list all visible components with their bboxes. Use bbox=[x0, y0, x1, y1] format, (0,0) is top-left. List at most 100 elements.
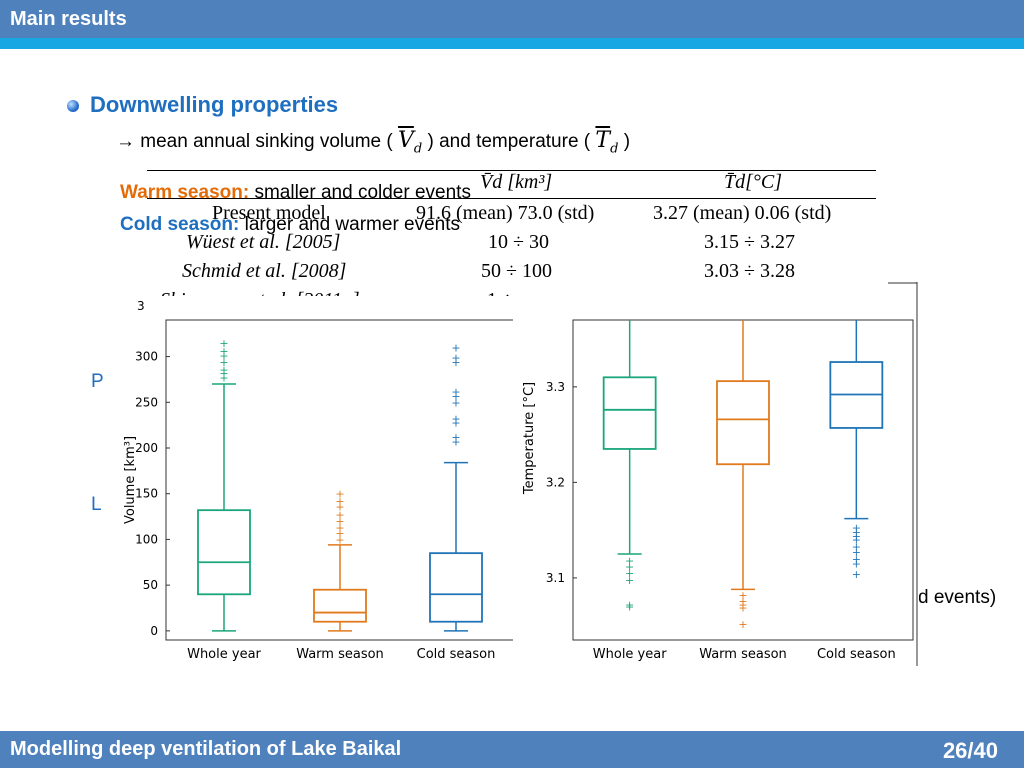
outlier-point: + bbox=[335, 488, 344, 501]
outlier-point: + bbox=[852, 546, 861, 559]
subline-text-3: ) bbox=[623, 131, 631, 152]
outlier-point: + bbox=[451, 390, 460, 403]
outlier-point: + bbox=[451, 413, 460, 426]
table-row-volume: 50 ÷ 100 bbox=[481, 260, 552, 282]
outlier-point: + bbox=[335, 509, 344, 522]
cold-season-desc: larger and warmer events bbox=[244, 214, 461, 235]
warm-season-label: Warm season: bbox=[120, 182, 250, 203]
y-tick-label-partial: 3 bbox=[137, 299, 145, 313]
subheading-line: → mean annual sinking volume ( Vd ) and … bbox=[116, 128, 630, 156]
outlier-point: + bbox=[852, 553, 861, 566]
outlier-point: + bbox=[625, 599, 634, 612]
table-row-temperature: 3.15 ÷ 3.27 bbox=[704, 231, 795, 253]
subline-text-2: ) and temperature ( bbox=[427, 131, 591, 152]
cold-season-text: Cold season: larger and warmer events bbox=[120, 214, 460, 236]
outlier-point: + bbox=[852, 540, 861, 553]
cold-season-label: Cold season: bbox=[120, 214, 240, 235]
box bbox=[602, 376, 657, 450]
box bbox=[313, 588, 367, 623]
x-tick-label: Whole year bbox=[187, 647, 261, 662]
bullet-icon bbox=[67, 100, 79, 112]
outlier-point: + bbox=[219, 337, 228, 350]
x-tick-label: Cold season bbox=[417, 647, 496, 662]
outlier-point: + bbox=[219, 345, 228, 358]
footer-title: Modelling deep ventilation of Lake Baika… bbox=[10, 738, 402, 760]
hidden-bullet-letter: P bbox=[91, 371, 104, 392]
x-tick-label: Warm season bbox=[699, 647, 787, 662]
outlier-point: + bbox=[625, 574, 634, 587]
table-row-volume: 91.6 (mean) 73.0 (std) bbox=[416, 202, 595, 224]
outlier-point: + bbox=[335, 533, 344, 546]
y-tick-label: 200 bbox=[135, 441, 158, 455]
table-row-model: Wüest et al. [2005] bbox=[186, 231, 341, 253]
outlier-point: + bbox=[451, 341, 460, 354]
title-bar bbox=[0, 0, 1024, 38]
warm-season-desc: smaller and colder events bbox=[254, 182, 471, 203]
outlier-point: + bbox=[451, 431, 460, 444]
y-tick-label: 3.2 bbox=[546, 475, 565, 489]
arrow-icon: → bbox=[116, 131, 135, 152]
title-accent-stripe bbox=[0, 38, 1024, 49]
outlier-point: + bbox=[852, 530, 861, 543]
outlier-point: + bbox=[852, 568, 861, 581]
y-tick-label: 50 bbox=[143, 578, 158, 592]
outlier-point: + bbox=[852, 521, 861, 534]
slide-title: Main results bbox=[10, 8, 127, 30]
td-symbol: Td bbox=[595, 128, 619, 157]
outlier-point: + bbox=[219, 363, 228, 376]
subline-text-1: mean annual sinking volume ( bbox=[140, 131, 393, 152]
section-heading: Downwelling properties bbox=[90, 92, 339, 117]
x-tick-label: Warm season bbox=[296, 647, 384, 662]
outlier-point: + bbox=[451, 356, 460, 369]
y-tick-label: 3.1 bbox=[546, 571, 565, 585]
outlier-point: + bbox=[335, 527, 344, 540]
y-tick-label: 100 bbox=[135, 532, 158, 546]
outlier-point: + bbox=[738, 618, 747, 631]
x-tick-label: Cold season bbox=[817, 647, 896, 662]
outlier-point: + bbox=[738, 589, 747, 602]
outlier-point: + bbox=[625, 555, 634, 568]
table-row-volume: 10 ÷ 30 bbox=[488, 231, 549, 253]
partial-text: d events) bbox=[918, 587, 997, 608]
outlier-point: + bbox=[625, 601, 634, 614]
y-tick-label: 150 bbox=[135, 487, 158, 501]
table-row-model: Schmid et al. [2008] bbox=[182, 260, 347, 282]
outlier-point: + bbox=[738, 595, 747, 608]
table-row-temperature: 3.27 (mean) 0.06 (std) bbox=[653, 202, 832, 224]
outlier-point: + bbox=[451, 436, 460, 449]
vd-symbol: Vd bbox=[397, 128, 423, 157]
y-axis-label: Temperature [°C] bbox=[522, 382, 537, 495]
y-tick-label: 250 bbox=[135, 395, 158, 409]
outlier-point: + bbox=[625, 560, 634, 573]
outlier-point: + bbox=[451, 351, 460, 364]
table-header-volume: V̄d [km³] bbox=[480, 171, 553, 193]
table-header-temperature: T̄d[°C] bbox=[724, 171, 783, 193]
outlier-point: + bbox=[335, 515, 344, 528]
y-tick-label: 300 bbox=[135, 350, 158, 364]
outlier-point: + bbox=[219, 350, 228, 363]
y-axis-label: Volume [km³] bbox=[123, 436, 138, 524]
volume-boxplot: 3 Volume [km³] 0 50 100 150 200 250 300 Whole y… bbox=[120, 296, 525, 666]
table-row-temperature: 3.03 ÷ 3.28 bbox=[704, 260, 795, 282]
outlier-point: + bbox=[335, 522, 344, 535]
box bbox=[716, 380, 770, 466]
y-tick-label: 0 bbox=[150, 624, 158, 638]
outlier-point: + bbox=[852, 526, 861, 539]
warm-season-text: Warm season: smaller and colder events bbox=[120, 182, 471, 204]
table-row-model: Present model bbox=[212, 202, 326, 224]
outlier-point: + bbox=[335, 501, 344, 514]
outlier-point: + bbox=[451, 416, 460, 429]
box bbox=[429, 552, 483, 623]
footer-bar bbox=[0, 731, 1024, 768]
outlier-point: + bbox=[219, 372, 228, 385]
outlier-point: + bbox=[335, 495, 344, 508]
box bbox=[197, 509, 251, 596]
outlier-point: + bbox=[451, 396, 460, 409]
outlier-point: + bbox=[451, 385, 460, 398]
temperature-boxplot: Temperature [°C] 3.1 3.2 3.3 Whole year Warm… bbox=[513, 282, 919, 666]
outlier-point: + bbox=[625, 567, 634, 580]
outlier-point: + bbox=[852, 558, 861, 571]
outlier-point: + bbox=[219, 356, 228, 369]
outlier-point: + bbox=[852, 534, 861, 547]
y-tick-label: 3.3 bbox=[546, 380, 565, 394]
